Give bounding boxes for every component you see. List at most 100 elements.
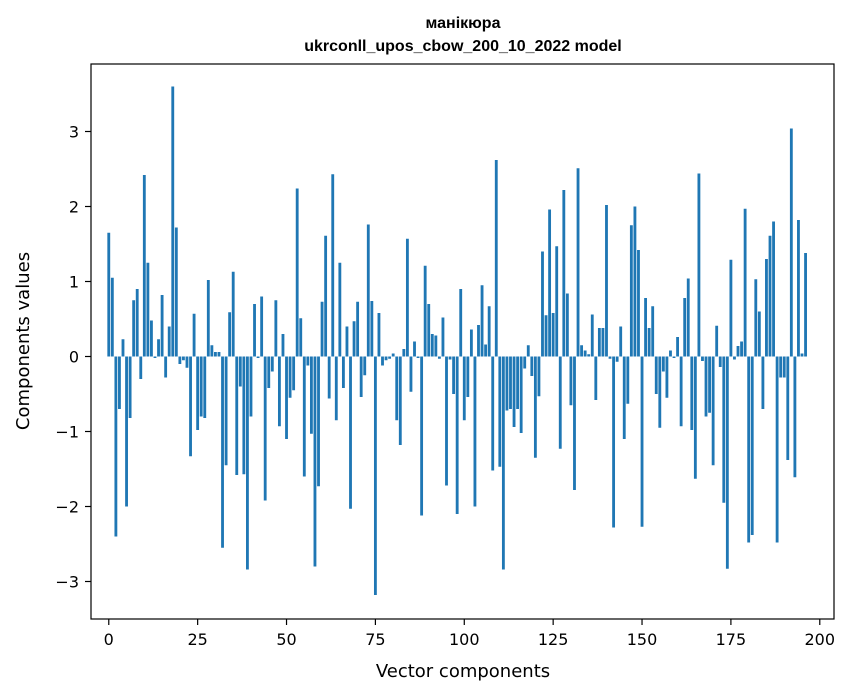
bar-116 xyxy=(519,356,523,433)
bar-62 xyxy=(327,356,331,399)
bar-75 xyxy=(373,356,377,595)
bar-49 xyxy=(281,334,285,357)
y-tick-label: 1 xyxy=(69,273,79,292)
bar-144 xyxy=(619,326,623,357)
bar-101 xyxy=(466,356,470,397)
x-tick-label: 100 xyxy=(449,630,480,649)
bar-41 xyxy=(253,304,256,357)
bar-115 xyxy=(516,356,520,409)
bar-25 xyxy=(196,356,200,430)
y-axis-label: Components values xyxy=(13,252,34,430)
bar-196 xyxy=(804,253,807,357)
bar-38 xyxy=(242,356,246,475)
x-tick-label: 75 xyxy=(365,630,385,649)
bar-151 xyxy=(644,298,647,357)
bar-28 xyxy=(206,280,210,357)
bar-19 xyxy=(174,227,178,357)
bar-155 xyxy=(658,356,662,428)
bar-194 xyxy=(797,220,800,357)
y-tick-label: −3 xyxy=(55,573,79,592)
bar-11 xyxy=(146,262,150,357)
bar-150 xyxy=(640,356,644,527)
bar-162 xyxy=(683,298,687,357)
bar-159 xyxy=(672,356,676,358)
bar-170 xyxy=(711,356,715,466)
plot-frame xyxy=(90,63,835,620)
bar-166 xyxy=(697,173,701,357)
y-axis-ticks: −3 −2 −1 0 1 2 3 xyxy=(55,123,91,592)
bar-50 xyxy=(285,356,288,439)
bar-146 xyxy=(626,356,630,404)
bar-5 xyxy=(125,356,128,507)
bar-96 xyxy=(448,356,452,360)
bar-123 xyxy=(544,315,548,357)
bar-89 xyxy=(423,265,427,357)
bar-171 xyxy=(715,325,719,357)
y-tick-label: 2 xyxy=(69,198,79,217)
bar-6 xyxy=(128,356,132,418)
bar-103 xyxy=(473,356,477,507)
bar-55 xyxy=(302,356,306,477)
bar-66 xyxy=(341,356,345,388)
bar-52 xyxy=(292,356,296,391)
bar-21 xyxy=(182,356,185,361)
bar-63 xyxy=(331,174,335,357)
bar-195 xyxy=(800,353,804,357)
bar-191 xyxy=(786,356,790,460)
bar-94 xyxy=(441,317,445,357)
x-tick-label: 150 xyxy=(627,630,658,649)
bar-78 xyxy=(384,356,388,361)
bar-92 xyxy=(434,335,438,357)
bar-176 xyxy=(733,356,736,360)
bar-110 xyxy=(498,356,502,467)
bar-53 xyxy=(295,188,299,357)
bar-76 xyxy=(377,313,381,357)
bar-129 xyxy=(565,293,569,357)
bar-182 xyxy=(754,279,758,357)
bar-120 xyxy=(533,356,537,458)
bar-12 xyxy=(150,320,153,357)
bar-20 xyxy=(178,356,182,364)
bar-104 xyxy=(477,325,480,357)
bar-132 xyxy=(576,168,580,357)
bar-34 xyxy=(228,312,232,357)
bar-122 xyxy=(541,251,544,357)
bar-172 xyxy=(718,356,722,367)
chart-title: манікюра xyxy=(426,15,501,32)
bar-2 xyxy=(114,356,118,537)
y-tick-label: 0 xyxy=(69,348,79,367)
bar-60 xyxy=(320,301,324,357)
bar-188 xyxy=(775,356,779,543)
bar-71 xyxy=(359,356,363,397)
bar-175 xyxy=(729,259,733,357)
x-tick-label: 175 xyxy=(716,630,747,649)
bar-46 xyxy=(270,356,274,372)
bar-58 xyxy=(313,356,317,567)
bar-56 xyxy=(306,356,310,366)
bars-group xyxy=(107,86,807,595)
bar-95 xyxy=(445,356,448,486)
bar-148 xyxy=(633,206,637,357)
bar-106 xyxy=(484,344,488,357)
bar-82 xyxy=(398,356,402,445)
bar-86 xyxy=(413,341,416,357)
bar-79 xyxy=(388,356,392,359)
bar-64 xyxy=(334,356,338,421)
bar-18 xyxy=(171,86,175,357)
bar-68 xyxy=(349,356,352,509)
bar-54 xyxy=(299,318,303,357)
bar-99 xyxy=(459,289,463,357)
bar-98 xyxy=(455,356,459,514)
bar-138 xyxy=(597,328,601,357)
bar-183 xyxy=(757,311,761,357)
x-tick-label: 0 xyxy=(104,630,114,649)
bar-179 xyxy=(743,208,747,357)
bar-73 xyxy=(366,224,370,357)
bar-4 xyxy=(121,339,125,357)
bar-158 xyxy=(669,350,672,357)
bar-128 xyxy=(562,190,566,357)
bar-80 xyxy=(391,353,395,357)
bar-177 xyxy=(736,346,740,357)
bar-121 xyxy=(537,356,541,397)
bar-84 xyxy=(405,238,409,357)
